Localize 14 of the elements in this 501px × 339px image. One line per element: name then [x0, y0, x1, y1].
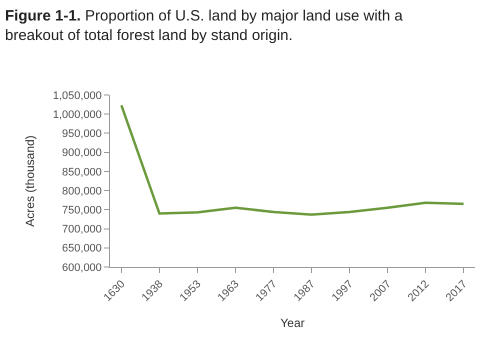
y-tick-label: 750,000	[62, 204, 102, 217]
y-tick-label: 900,000	[62, 147, 102, 160]
y-tick-label: 1,000,000	[52, 108, 102, 121]
line-series	[120, 104, 465, 216]
y-tick-label: 850,000	[62, 166, 102, 178]
y-tick-label: 800,000	[62, 185, 102, 198]
x-axis-title: Year	[280, 316, 305, 330]
y-axis-title: Acres (thousand)	[23, 135, 38, 227]
y-tick-label: 600,000	[62, 262, 102, 274]
y-tick-label: 950,000	[62, 128, 102, 140]
chart-title: Figure 1-1. Proportion of U.S. land by major land use with a breakout of total forest land by stand origin.	[5, 7, 404, 44]
y-tick-label: 650,000	[62, 242, 102, 255]
y-tick-label: 700,000	[62, 224, 102, 236]
y-tick-label: 1,050,000	[52, 90, 102, 102]
